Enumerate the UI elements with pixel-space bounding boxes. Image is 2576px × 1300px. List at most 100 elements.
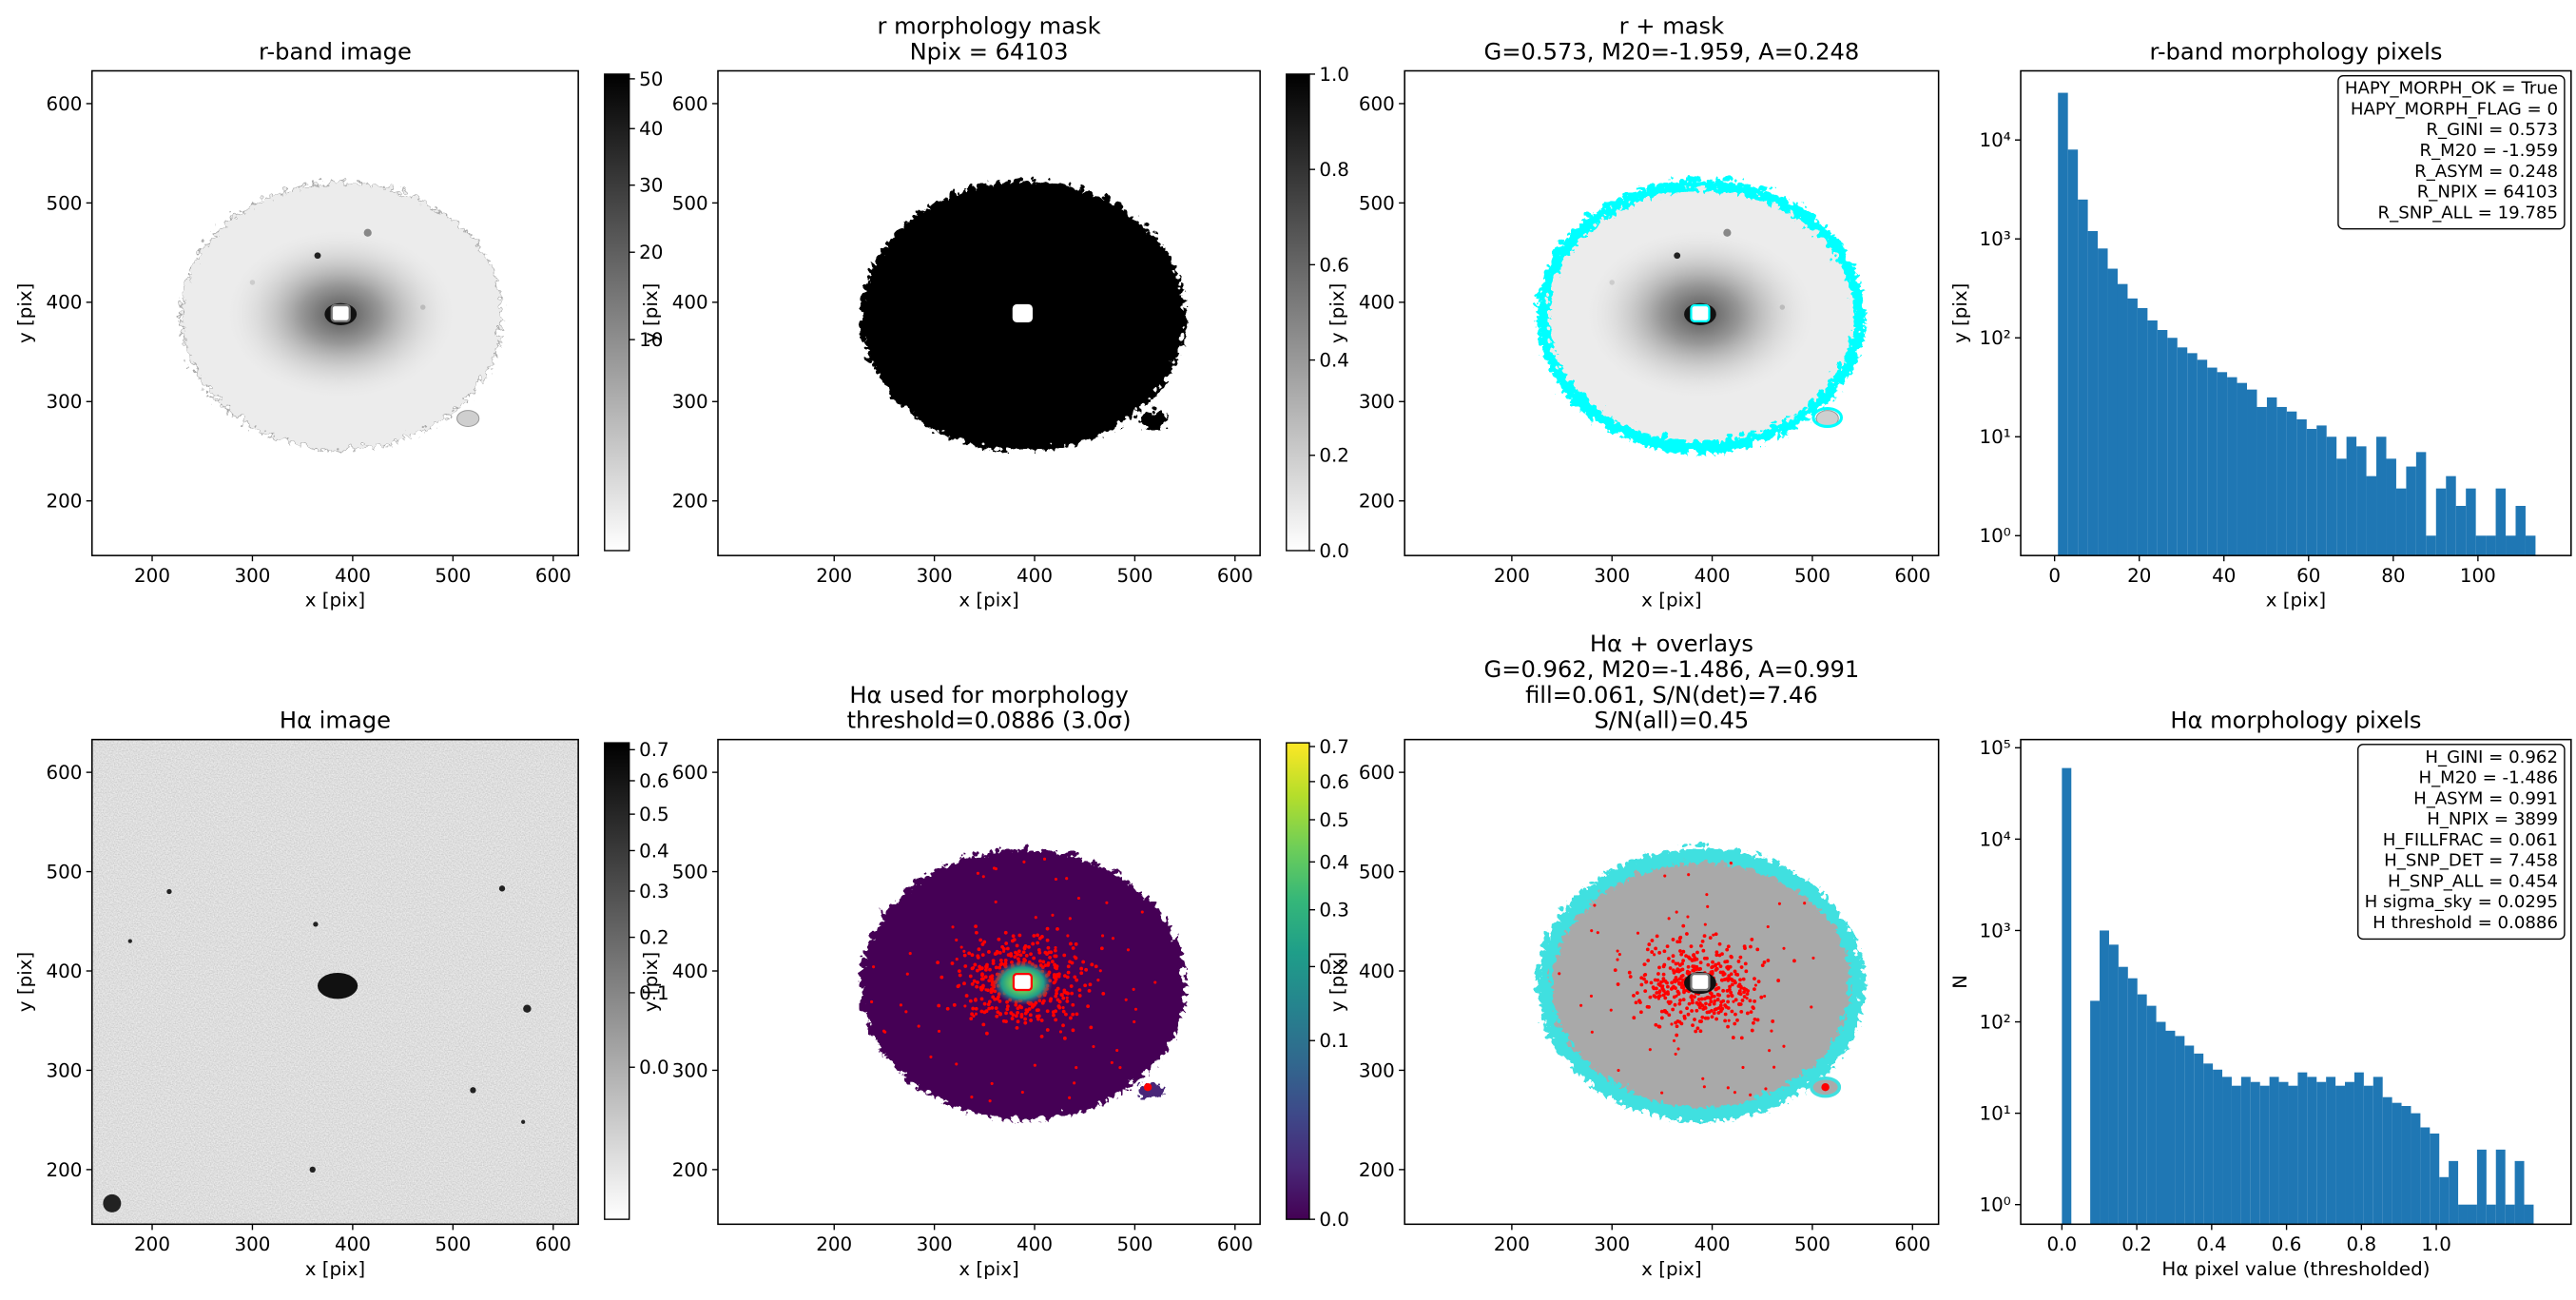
colorbar-tick-label: 20 (639, 242, 663, 263)
star (523, 1004, 532, 1013)
colorbar-tick-label: 0.2 (639, 927, 669, 949)
detected-pixel (1628, 975, 1633, 979)
detected-pixel (1753, 1017, 1757, 1021)
detected-pixel (1659, 980, 1663, 984)
detected-pixel (1716, 993, 1720, 998)
detected-pixel (1749, 944, 1753, 949)
detected-pixel (1099, 946, 1104, 951)
detected-pixel (1075, 978, 1079, 982)
detected-pixel (1648, 1048, 1652, 1052)
detected-pixel (1755, 1018, 1760, 1022)
detected-pixel (984, 1031, 989, 1036)
detected-pixel (1005, 1004, 1010, 1009)
detected-pixel (980, 977, 985, 981)
detected-pixel (1733, 980, 1737, 985)
detected-pixel (1696, 998, 1701, 1001)
detected-pixel (981, 875, 985, 879)
histogram-bar (2515, 505, 2526, 556)
colorbar-tick-label: 0.3 (639, 881, 669, 902)
masked-center (1690, 303, 1711, 322)
detected-pixel (917, 1024, 920, 1028)
detected-pixel (1718, 970, 1723, 975)
detected-pixel (964, 994, 969, 998)
x-axis-label: x [pix] (305, 1258, 365, 1280)
detected-pixel (987, 999, 992, 1004)
detected-pixel (1656, 978, 1660, 982)
histogram-bar (2203, 1063, 2214, 1225)
detected-pixel (1068, 960, 1073, 964)
image (1533, 844, 1861, 1118)
histogram-bar (2297, 1072, 2308, 1225)
detected-pixel (1685, 932, 1689, 936)
detected-pixel (1777, 902, 1781, 905)
detected-pixel (1678, 935, 1683, 940)
detected-pixel (1724, 1004, 1729, 1009)
x-tick-label: 0.0 (2047, 1233, 2078, 1255)
detected-pixel (1714, 1007, 1718, 1011)
y-tick-label: 10⁰ (1979, 525, 2010, 547)
x-tick-label: 300 (917, 1233, 953, 1255)
x-tick-label: 0.2 (2121, 1233, 2152, 1255)
detected-pixel (1071, 1012, 1075, 1017)
detected-pixel (1726, 1024, 1730, 1029)
detected-pixel (1062, 1036, 1067, 1040)
detected-pixel (968, 974, 973, 979)
detected-pixel (1071, 1028, 1075, 1033)
detected-pixel (1671, 1007, 1675, 1012)
detected-pixel (997, 937, 1001, 941)
star (1674, 252, 1681, 260)
detected-pixel (1704, 1001, 1708, 1006)
detected-pixel (1079, 966, 1084, 971)
detected-pixel (1782, 1044, 1786, 1048)
detected-pixel (1700, 939, 1705, 943)
detected-pixel (1715, 998, 1720, 1002)
detected-pixel (1753, 987, 1756, 992)
histogram-bar (2335, 1085, 2346, 1225)
detected-pixel (1012, 938, 1017, 942)
detected-pixel (929, 1055, 933, 1058)
x-tick-label: 600 (1217, 1233, 1253, 1255)
histogram-bar (2382, 1096, 2392, 1225)
detected-pixel (1691, 1000, 1695, 1005)
detected-pixel (1616, 949, 1619, 953)
annotation-box (2357, 744, 2566, 941)
colorbar-tick-label: 1.0 (1319, 64, 1349, 86)
detected-pixel (1718, 1003, 1723, 1008)
detected-pixel (1762, 960, 1767, 964)
annotation-line: H_ASYM = 0.991 (2413, 788, 2558, 808)
histogram-bar (2296, 418, 2307, 556)
detected-companion (1821, 1082, 1830, 1092)
star (1609, 280, 1615, 285)
x-tick-label: 0 (2048, 565, 2061, 587)
colorbar-tick-label: 0.2 (1319, 445, 1349, 467)
detected-pixel (1738, 955, 1743, 960)
histogram-bar (2240, 1077, 2251, 1225)
detected-pixel (1635, 991, 1639, 995)
detected-pixel (1675, 1033, 1679, 1038)
detected-pixel (1716, 985, 1721, 990)
histogram-bar (2184, 1045, 2195, 1225)
detected-pixel (955, 1062, 959, 1066)
detected-pixel (1617, 1068, 1620, 1073)
star (103, 1193, 122, 1213)
detected-pixel (1045, 926, 1050, 931)
detected-pixel (1066, 970, 1071, 975)
detected-pixel (1726, 1086, 1730, 1090)
detected-pixel (1071, 946, 1075, 950)
histogram-bar (2256, 406, 2267, 556)
histogram-bar (2467, 1204, 2477, 1225)
detected-pixel (1684, 954, 1688, 959)
detected-pixel (1681, 959, 1686, 963)
histogram-bar (2118, 966, 2128, 1225)
detected-pixel (1693, 958, 1696, 962)
y-tick-label: 500 (672, 192, 708, 214)
detected-pixel (1069, 1016, 1073, 1020)
detected-pixel (1714, 1017, 1719, 1021)
detected-pixel (957, 969, 961, 974)
detected-pixel (962, 953, 967, 958)
axes-frame (2020, 738, 2572, 1226)
detected-pixel (1680, 967, 1685, 972)
detected-pixel (1701, 1077, 1705, 1080)
colorbar-tick-label: 0.2 (1319, 956, 1349, 978)
detected-pixel (1075, 1066, 1078, 1070)
